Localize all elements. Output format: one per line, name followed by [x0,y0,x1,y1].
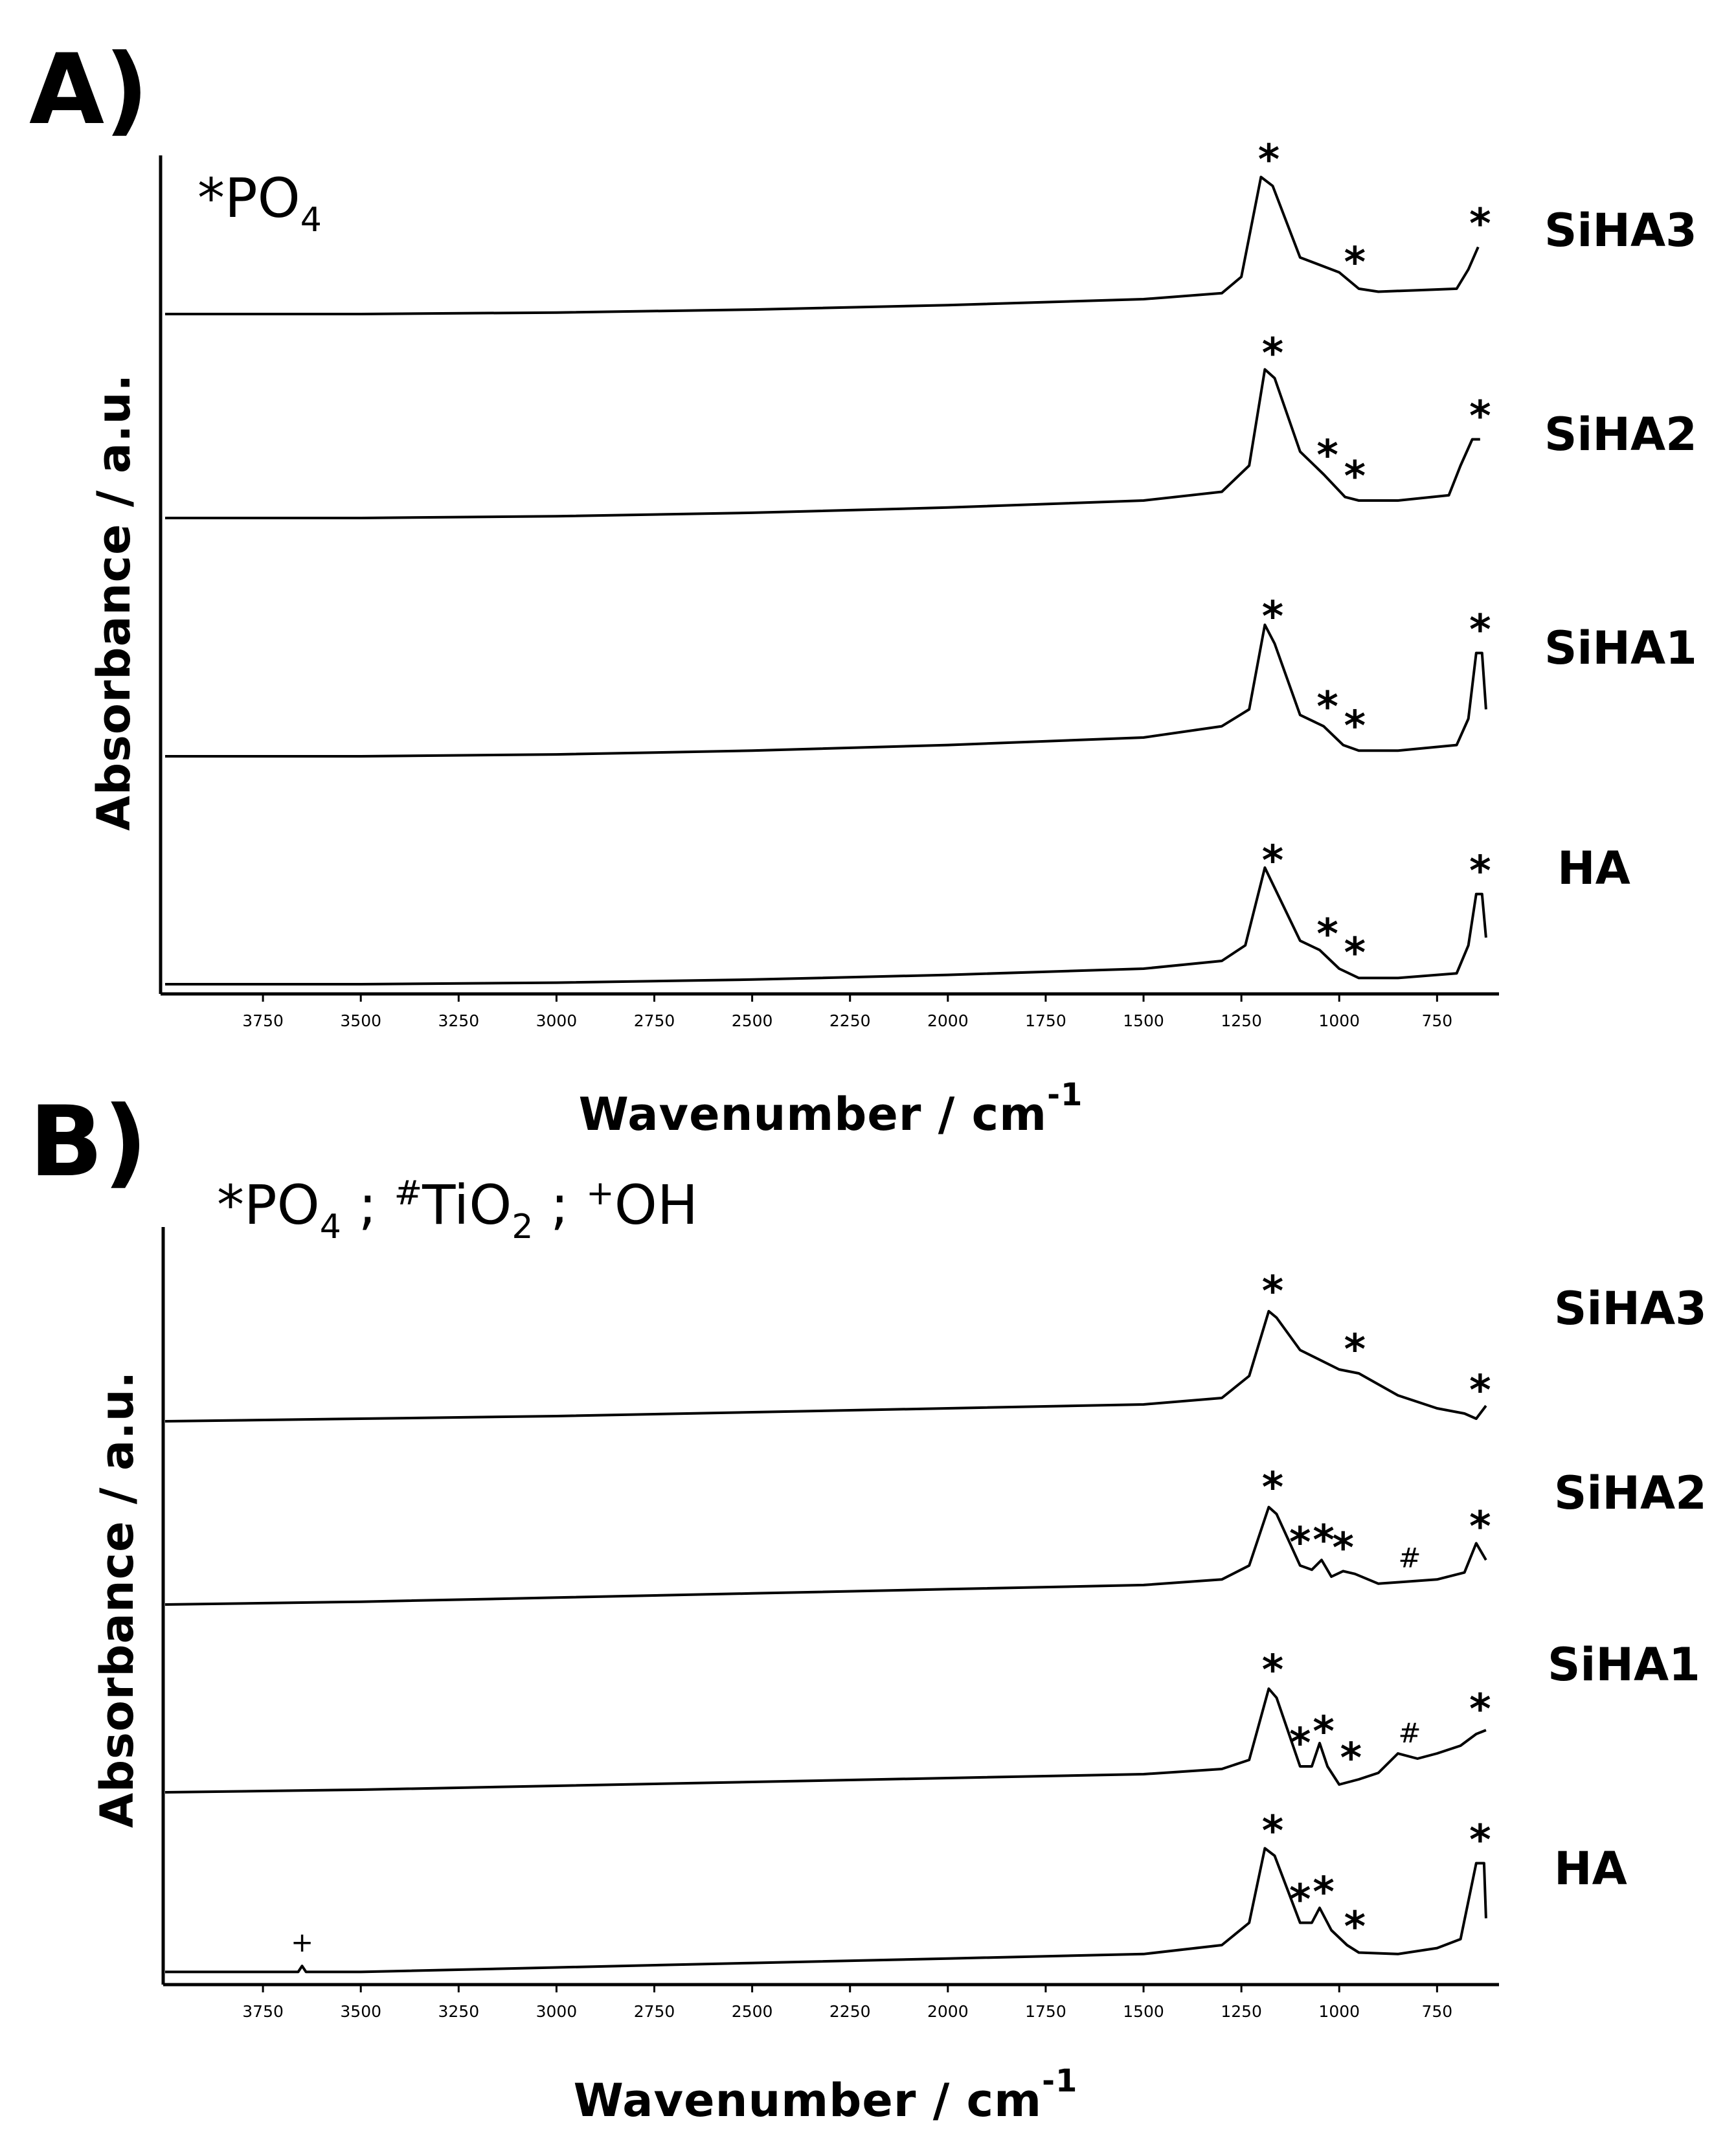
spectrum-ha [165,1847,1487,1974]
x-tick-label: 1750 [1025,2002,1066,2021]
po4-peak-marker: * [1262,837,1283,885]
x-tick-label: 750 [1421,1011,1452,1030]
x-tick-label: 1000 [1318,1011,1360,1030]
spectrum-siha1 [164,1687,1487,1794]
po4-peak-marker: * [1469,1686,1491,1734]
series-label-siha1: SiHA1 [1544,622,1697,675]
x-tick-label: 1500 [1123,1011,1164,1030]
panel-b-legend: *PO4 ; #TiO2 ; +OH [217,1173,698,1246]
x-tick-label: 3750 [242,2002,284,2021]
x-tick-label: 1250 [1221,1011,1262,1030]
series-label-ha: HA [1557,842,1630,895]
po4-peak-marker: * [1340,1735,1362,1783]
x-tick-label: 1250 [1221,2002,1262,2021]
po4-peak-marker: * [1469,393,1491,441]
x-tick-label: 3500 [340,1011,381,1030]
tio2-peak-marker: # [1398,1717,1421,1749]
x-tick-label: 2750 [634,2002,675,2021]
spectrum-siha3 [164,1310,1487,1423]
x-tick-label: 1000 [1318,2002,1360,2021]
series-label-siha3: SiHA3 [1554,1282,1707,1335]
x-tick-label: 750 [1421,2002,1452,2021]
series-label-siha1: SiHA1 [1548,1638,1700,1691]
x-tick-label: 3000 [536,2002,578,2021]
po4-peak-marker: * [1316,432,1338,480]
spectrum-siha1 [165,624,1487,758]
series-label-ha: HA [1554,1842,1627,1895]
panel-a: A) *PO4 3750 3500 3250 3000 2750 2500 2250 2000… [29,34,1697,1141]
po4-peak-marker: * [1469,607,1491,655]
series-label-siha2: SiHA2 [1544,408,1697,461]
po4-peak-marker: * [1262,593,1283,641]
panel-b: B) *PO4 ; #TiO2 ; +OH 3750 3500 3250 3000 27… [29,1086,1707,2127]
panel-a-x-axis-title: Wavenumber / cm-1 [579,1077,1083,1141]
po4-peak-marker: * [1333,1524,1354,1572]
po4-peak-marker: * [1469,201,1491,249]
spectrum-siha2 [164,1505,1487,1606]
panel-a-y-axis-title: Absorbance / a.u. [87,374,141,831]
x-tick-label: 3250 [438,1011,479,1030]
x-tick-label: 2000 [927,2002,969,2021]
panel-a-legend: *PO4 [197,166,322,240]
panel-b-spectra: ***SiHA3** ** *#SiHA2** ***#SiHA1** ***+HA [164,1268,1707,1974]
panel-a-x-ticks: 3750 3500 3250 3000 2750 2500 2250 2000 1750 1500… [242,994,1452,1030]
panel-b-x-ticks: 3750 3500 3250 3000 2750 2500 2250 2000 1750 1500… [242,1985,1452,2021]
po4-peak-marker: * [1289,1519,1311,1567]
po4-peak-marker: * [1469,1367,1491,1415]
po4-peak-marker: * [1289,1876,1311,1924]
x-tick-label: 1500 [1123,2002,1164,2021]
po4-peak-marker: * [1262,1647,1283,1695]
po4-peak-marker: * [1313,1869,1334,1917]
panel-a-letter: A) [29,34,149,146]
x-tick-label: 3500 [340,2002,381,2021]
x-tick-label: 2000 [927,1011,969,1030]
x-tick-label: 2500 [732,2002,773,2021]
oh-peak-marker: + [291,1926,313,1958]
po4-peak-marker: * [1469,848,1491,896]
po4-peak-marker: * [1262,1464,1283,1512]
x-tick-label: 3750 [242,1011,284,1030]
x-tick-label: 1750 [1025,1011,1066,1030]
po4-peak-marker: * [1262,1808,1283,1856]
po4-peak-marker: * [1313,1708,1334,1756]
po4-peak-marker: * [1313,1516,1334,1564]
po4-peak-marker: * [1258,137,1279,185]
spectrum-siha3 [165,175,1480,315]
po4-peak-marker: * [1344,239,1366,287]
spectrum-ha [165,866,1487,986]
panel-a-spectra: *** SiHA3** ** SiHA2** ** SiHA1** ** HA [165,137,1697,986]
po4-peak-marker: * [1289,1720,1311,1768]
spectrum-siha2 [165,368,1480,519]
po4-peak-marker: * [1469,1817,1491,1865]
tio2-peak-marker: # [1398,1542,1421,1573]
panel-b-x-axis-title: Wavenumber / cm-1 [574,2063,1078,2127]
x-tick-label: 2500 [732,1011,773,1030]
x-tick-label: 2750 [634,1011,675,1030]
panel-b-y-axis-title: Absorbance / a.u. [91,1371,144,1828]
po4-peak-marker: * [1262,1268,1283,1316]
po4-peak-marker: * [1344,1904,1366,1952]
x-tick-label: 2250 [829,2002,871,2021]
po4-peak-marker: * [1344,930,1366,978]
po4-peak-marker: * [1344,453,1366,501]
x-tick-label: 2250 [829,1011,871,1030]
po4-peak-marker: * [1262,330,1283,377]
series-label-siha3: SiHA3 [1544,204,1697,257]
po4-peak-marker: * [1469,1504,1491,1551]
x-tick-label: 3000 [536,1011,578,1030]
po4-peak-marker: * [1344,1326,1366,1374]
po4-peak-marker: * [1316,911,1338,959]
x-tick-label: 3250 [438,2002,479,2021]
po4-peak-marker: * [1344,703,1366,750]
po4-peak-marker: * [1316,683,1338,731]
panel-b-letter: B) [29,1086,148,1199]
series-label-siha2: SiHA2 [1554,1467,1707,1520]
